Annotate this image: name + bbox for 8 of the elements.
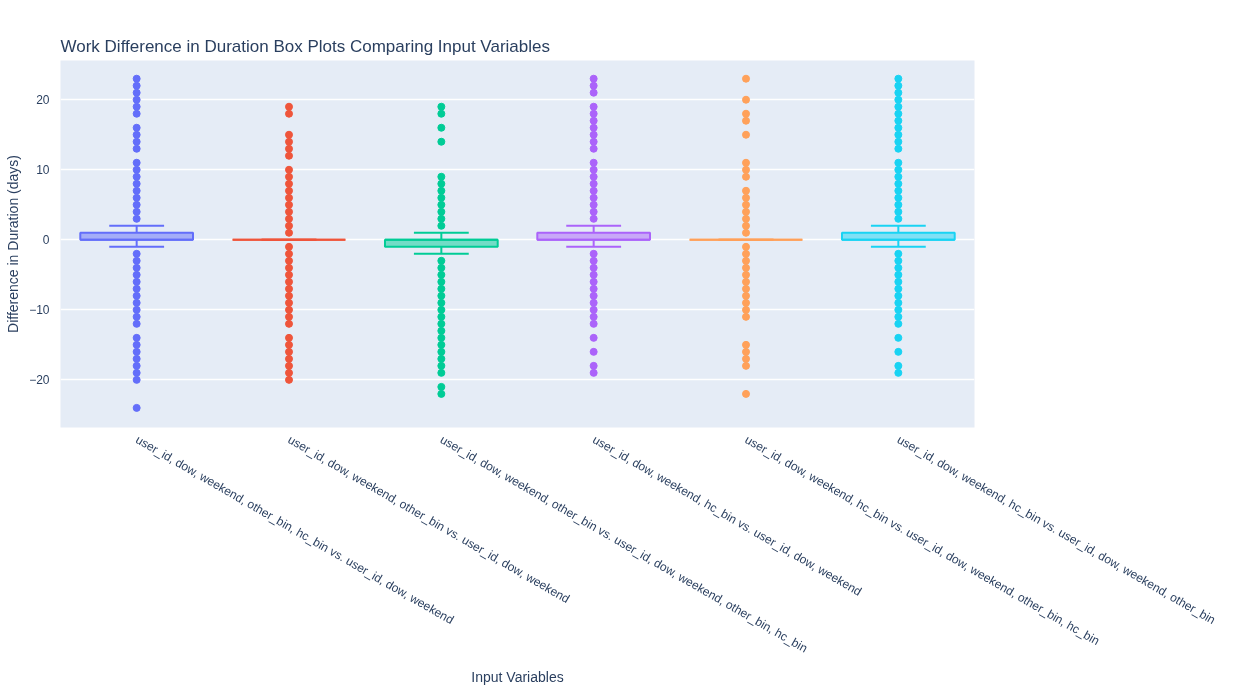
y-tick-label: 10	[36, 163, 50, 178]
y-tick-label: 0	[42, 233, 50, 248]
chart-title: Work Difference in Duration Box Plots Comparing Input Variables	[60, 36, 550, 56]
y-tick-label: −10	[29, 303, 50, 318]
y-tick-label: 20	[36, 93, 50, 108]
x-axis-title: Input Variables	[471, 669, 564, 686]
y-axis-title: Difference in Duration (days)	[5, 155, 22, 333]
y-tick-label: −20	[29, 373, 50, 388]
